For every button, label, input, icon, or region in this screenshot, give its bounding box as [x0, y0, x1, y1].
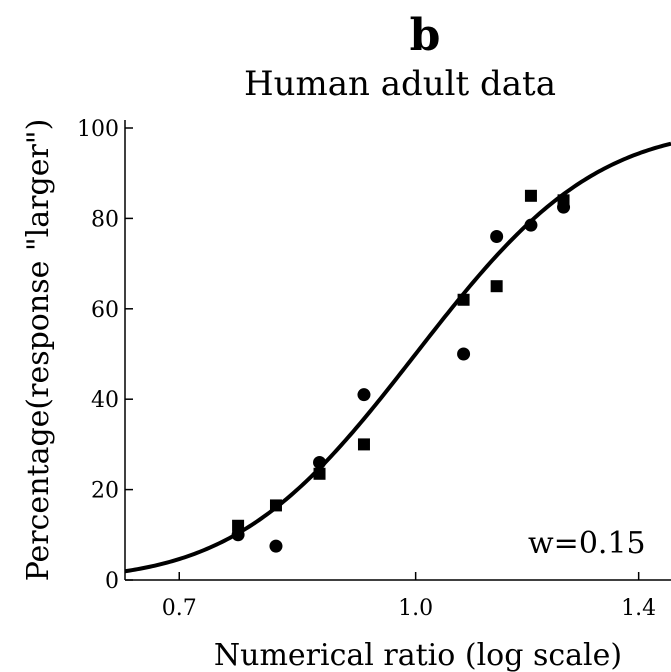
square-point	[490, 280, 503, 293]
y-tick-label: 0	[105, 569, 119, 594]
square-point	[524, 189, 537, 202]
chart-title: Human adult data	[244, 64, 556, 104]
x-ticks: 0.7 1.0 1.4	[162, 572, 656, 621]
x-tick-label: 0.7	[162, 596, 197, 621]
x-axis-label: Numerical ratio (log scale)	[214, 638, 622, 672]
y-ticks: 0 20 40 60 80 100	[77, 117, 133, 594]
y-tick-label: 60	[91, 298, 119, 323]
square-point	[269, 499, 282, 512]
y-axis-label: Percentage(response "larger")	[21, 119, 56, 582]
y-tick-label: 100	[77, 117, 119, 142]
square-point	[457, 293, 470, 306]
circle-point	[457, 347, 471, 361]
square-point	[313, 467, 326, 480]
circle-point	[313, 455, 327, 469]
circle-point	[524, 218, 538, 232]
w-annotation: w=0.15	[528, 526, 646, 561]
panel-label: b	[410, 10, 441, 61]
y-tick-label: 20	[91, 479, 119, 504]
x-tick-label: 1.4	[621, 596, 656, 621]
circle-point	[231, 528, 245, 542]
circle-point	[557, 200, 571, 214]
circle-point	[269, 539, 283, 553]
y-tick-label: 80	[91, 207, 119, 232]
circle-point	[357, 388, 371, 402]
circle-point	[490, 229, 504, 243]
square-point	[232, 519, 245, 532]
axes	[124, 120, 671, 581]
data-points	[231, 189, 571, 553]
square-point	[357, 438, 370, 451]
x-tick-label: 1.0	[398, 596, 433, 621]
fit-curve	[124, 141, 671, 574]
y-tick-label: 40	[91, 388, 119, 413]
